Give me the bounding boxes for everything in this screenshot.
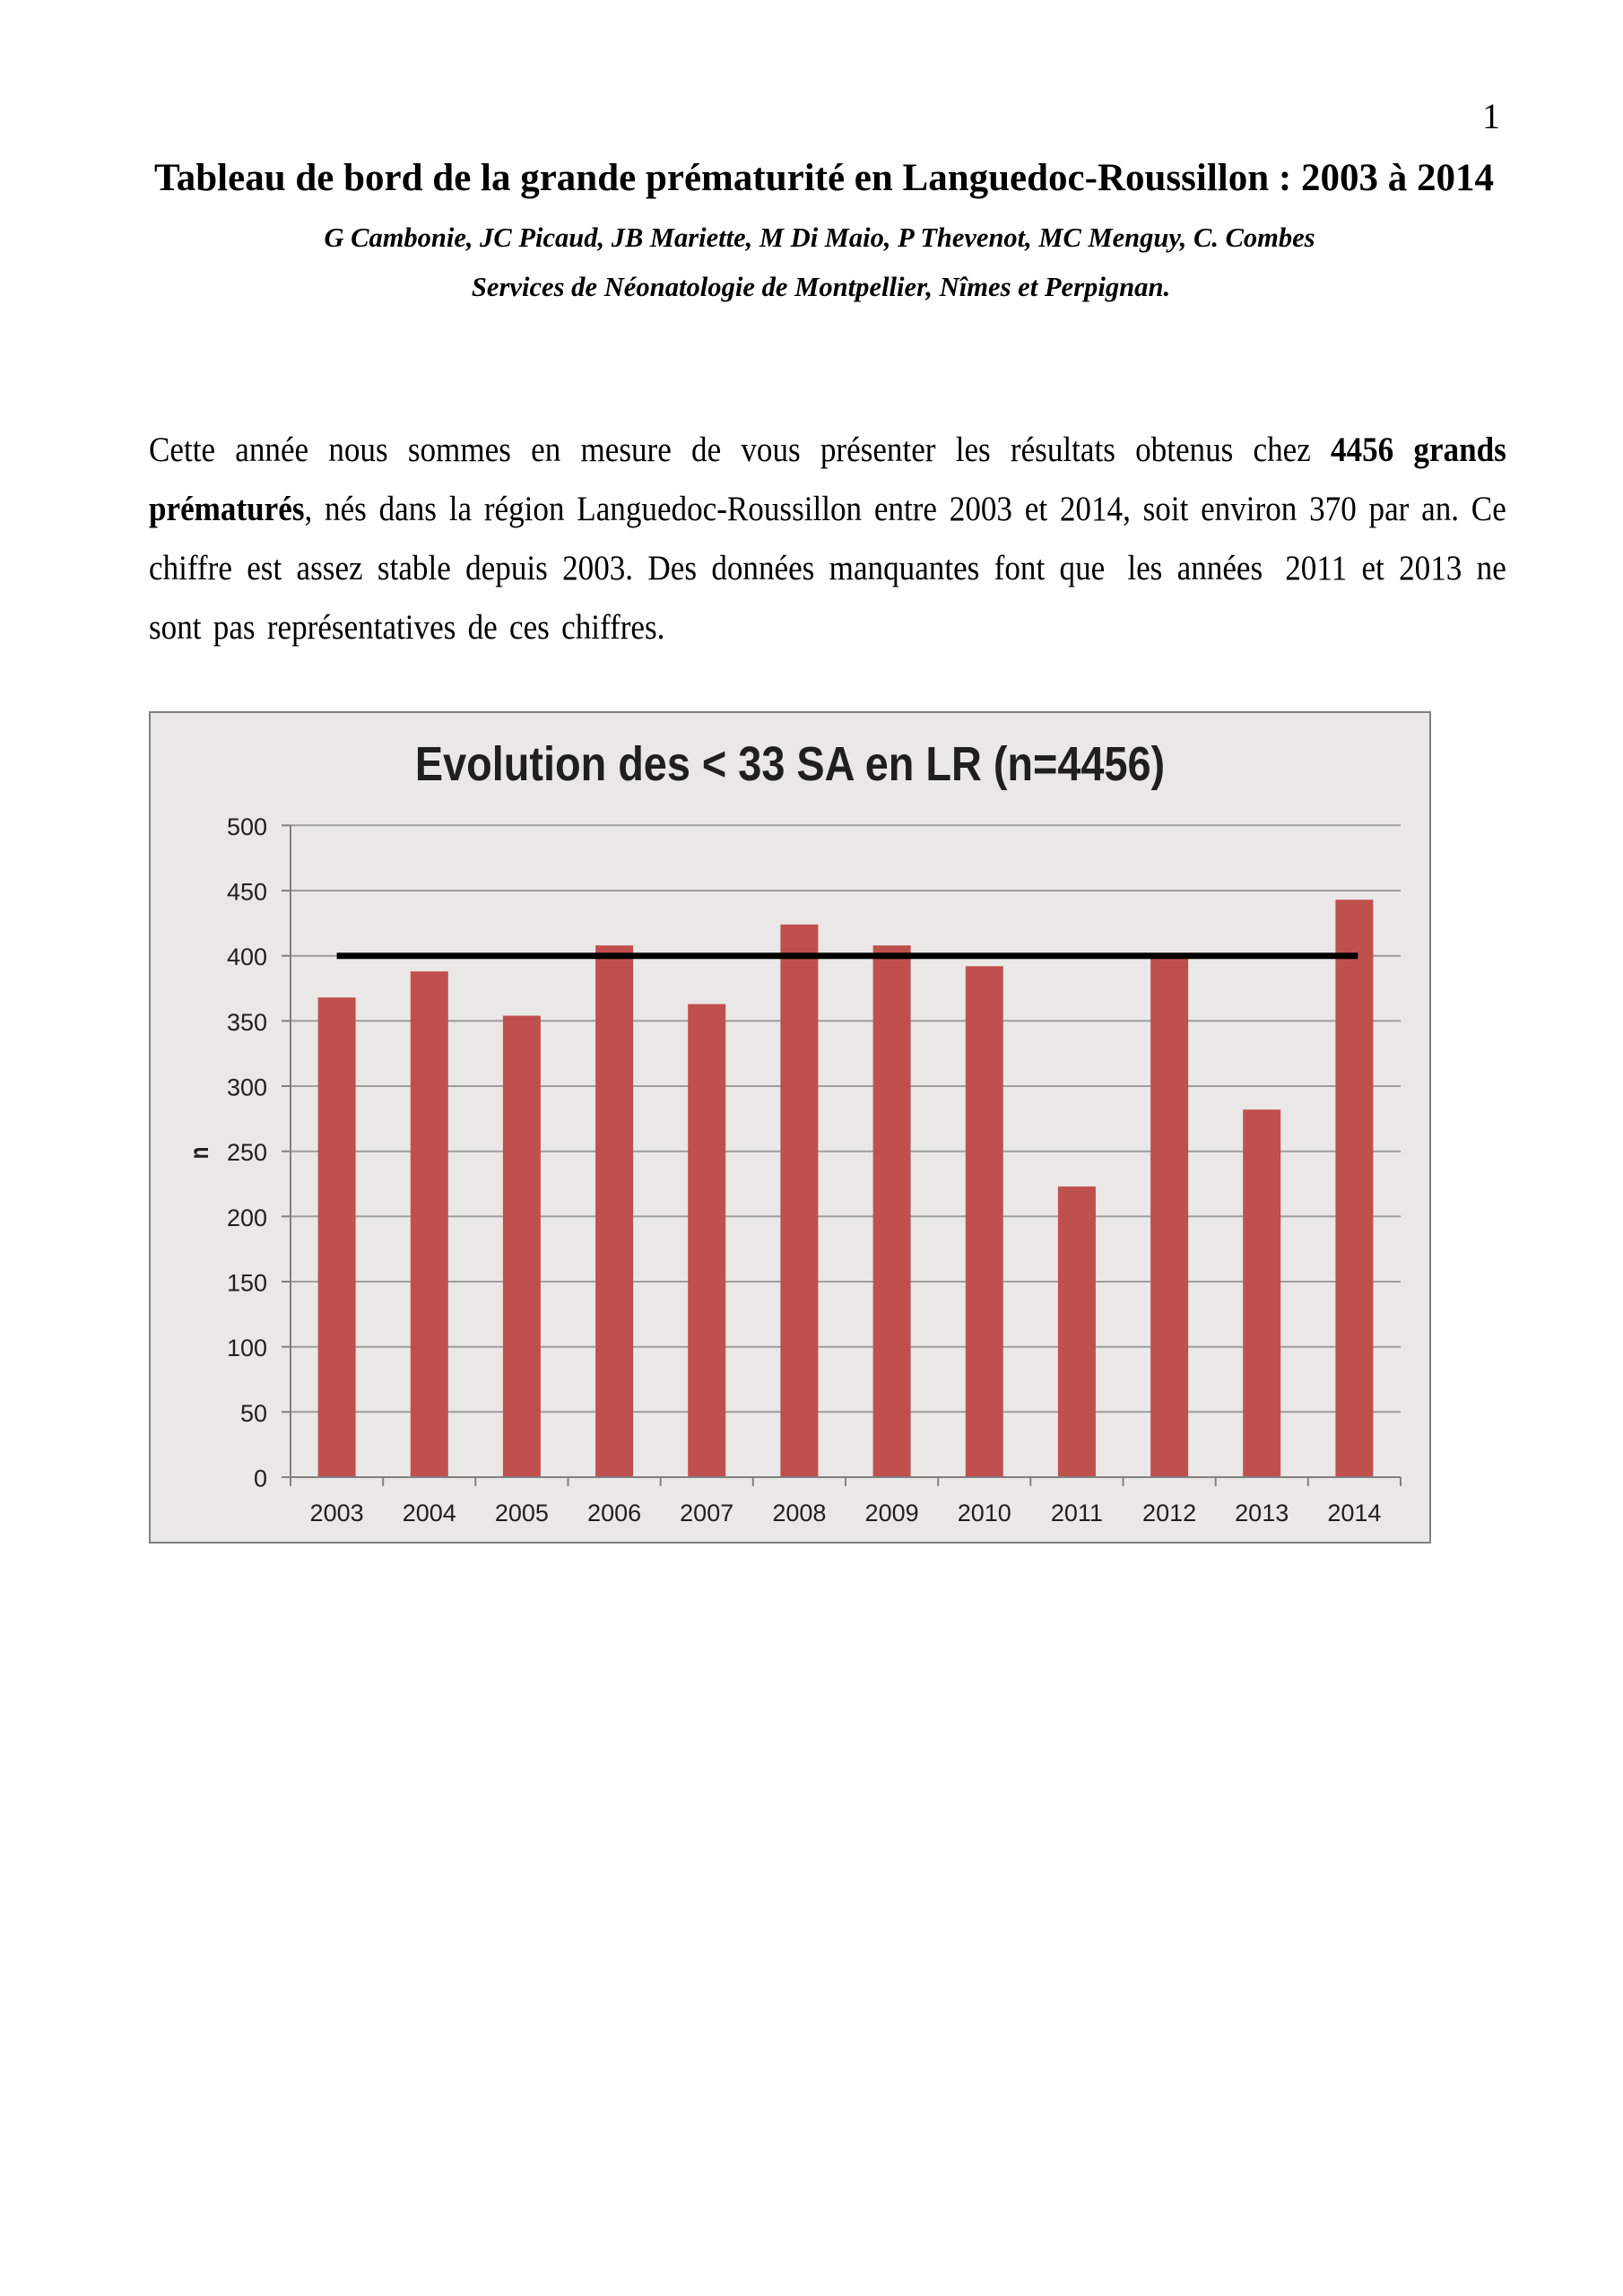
- svg-text:2013: 2013: [1235, 1500, 1289, 1526]
- svg-text:2011: 2011: [1051, 1500, 1103, 1526]
- svg-text:250: 250: [227, 1139, 267, 1166]
- svg-text:200: 200: [227, 1205, 267, 1231]
- svg-text:100: 100: [227, 1335, 267, 1361]
- svg-text:2006: 2006: [587, 1500, 641, 1526]
- svg-text:300: 300: [227, 1074, 267, 1101]
- svg-text:2005: 2005: [495, 1500, 549, 1526]
- svg-text:2007: 2007: [680, 1500, 733, 1526]
- svg-text:350: 350: [227, 1009, 267, 1036]
- svg-text:500: 500: [227, 813, 267, 840]
- svg-text:2003: 2003: [310, 1500, 364, 1526]
- svg-text:150: 150: [227, 1270, 267, 1297]
- svg-text:450: 450: [227, 879, 267, 906]
- svg-text:400: 400: [227, 944, 267, 970]
- svg-text:2008: 2008: [772, 1500, 826, 1526]
- svg-text:n: n: [184, 1147, 214, 1160]
- svg-text:50: 50: [240, 1400, 267, 1427]
- svg-text:2004: 2004: [403, 1500, 456, 1526]
- svg-text:2014: 2014: [1327, 1500, 1381, 1526]
- svg-text:2012: 2012: [1142, 1500, 1196, 1526]
- svg-text:Evolution des < 33 SA en LR (n: Evolution des < 33 SA en LR (n=4456): [415, 736, 1165, 791]
- svg-text:0: 0: [254, 1465, 267, 1492]
- svg-text:2009: 2009: [865, 1500, 919, 1526]
- svg-text:2010: 2010: [958, 1500, 1011, 1526]
